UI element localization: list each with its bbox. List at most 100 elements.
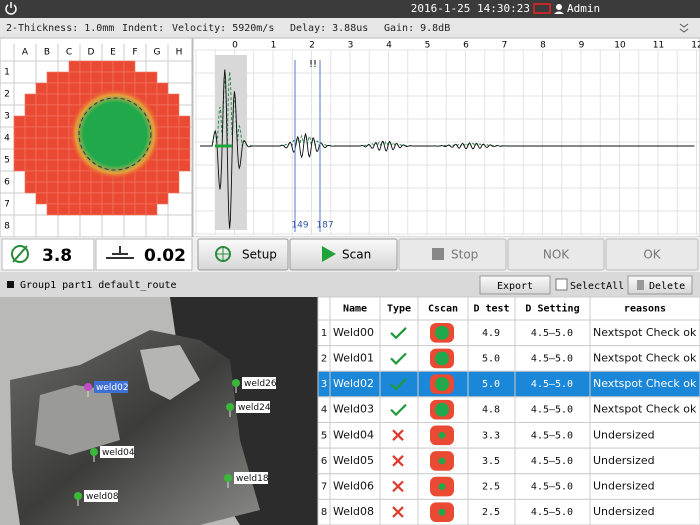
pin-label: weld24 <box>238 403 271 413</box>
pin-head[interactable] <box>74 492 82 500</box>
ok-button[interactable] <box>605 238 699 271</box>
table-row[interactable] <box>317 345 700 372</box>
table-row[interactable] <box>317 370 700 398</box>
cscan-column-label: B <box>44 48 50 58</box>
ascan-tick-label: 12 <box>691 41 700 51</box>
cscan-cell <box>35 82 48 95</box>
pin-head[interactable] <box>84 383 92 391</box>
cscan-cell <box>57 82 70 95</box>
scan-button[interactable] <box>289 238 398 271</box>
cscan-column-label: D <box>88 48 95 58</box>
ascan-tick-label: 6 <box>463 41 469 51</box>
pin-label: weld26 <box>244 379 277 389</box>
cscan-cell <box>134 192 147 205</box>
cscan-cell <box>46 170 59 183</box>
cscan-cell <box>145 170 158 183</box>
cscan-cell <box>79 181 92 194</box>
expand-chevron[interactable] <box>679 23 689 33</box>
cscan-cell <box>24 181 37 194</box>
d-setting: 4.5–5.0 <box>531 507 573 518</box>
cscan-cell <box>134 181 147 194</box>
d-setting: 4.5–5.0 <box>531 482 573 493</box>
pin-head[interactable] <box>232 379 240 387</box>
column-header: D Setting <box>525 303 579 315</box>
cscan-cell <box>46 82 59 95</box>
table-row[interactable] <box>317 422 700 449</box>
cscan-cell <box>35 148 48 161</box>
fail-icon <box>392 506 404 518</box>
pin-label-box <box>84 490 118 502</box>
export-button[interactable] <box>479 275 551 295</box>
ok-label: OK <box>643 248 661 262</box>
route-icon <box>7 281 14 288</box>
cscan-cell <box>156 170 169 183</box>
cscan-cell <box>24 159 37 172</box>
table-row[interactable] <box>317 447 700 475</box>
cscan-thumb-nugget <box>435 402 449 417</box>
d-setting: 4.5–5.0 <box>531 379 573 390</box>
reason: Nextspot Check ok <box>593 326 697 339</box>
cscan-thumb-nugget <box>435 351 449 366</box>
cscan-cell <box>156 93 169 106</box>
cscan-cell <box>156 82 169 95</box>
cscan-cell <box>156 159 169 172</box>
cscan-cell <box>79 82 92 95</box>
cscan-row-label: 6 <box>4 178 10 188</box>
cscan-cell <box>57 159 70 172</box>
cscan-column-label: H <box>176 48 183 58</box>
table-row[interactable] <box>317 396 700 423</box>
ascan-tick-label: 8 <box>540 41 546 51</box>
power-button[interactable] <box>5 2 17 15</box>
row-index: 7 <box>321 482 327 493</box>
delay: Delay: 3.88us <box>290 23 368 34</box>
cscan-cell <box>145 203 158 216</box>
ascan-tick-label: 5 <box>425 41 431 51</box>
cscan-cell <box>112 192 125 205</box>
table-row[interactable] <box>317 498 700 525</box>
row-index: 4 <box>321 405 327 416</box>
cscan-cell <box>79 71 92 84</box>
cscan-cell <box>101 181 114 194</box>
cscan-cell <box>46 93 59 106</box>
cscan-cell <box>68 203 81 216</box>
cscan-cell <box>112 71 125 84</box>
cscan-column-label: G <box>154 48 161 58</box>
cscan-cell <box>112 181 125 194</box>
pin-head[interactable] <box>226 403 234 411</box>
cscan-cell <box>145 82 158 95</box>
weld-name: Weld01 <box>333 351 374 364</box>
ascan-cursor-label: 149 <box>291 221 308 231</box>
cscan-cell <box>123 203 136 216</box>
column-header: reasons <box>624 304 666 315</box>
select-all-checkbox[interactable] <box>555 278 568 291</box>
cscan-cell <box>57 148 70 161</box>
row-index: 2 <box>321 353 327 364</box>
cscan-cell <box>35 181 48 194</box>
d-test: 3.5 <box>482 456 500 467</box>
cscan-cell <box>46 203 59 216</box>
weld-name: Weld02 <box>333 377 374 390</box>
weld-name: Weld06 <box>333 480 374 493</box>
cscan-cell <box>90 181 103 194</box>
cscan-column-label: C <box>66 48 72 58</box>
cscan-cell <box>68 82 81 95</box>
ascan-tick-label: 2 <box>309 41 315 51</box>
table-row[interactable] <box>317 319 700 347</box>
nok-button[interactable] <box>507 238 605 271</box>
pin-head[interactable] <box>224 474 232 482</box>
cscan-column-label: E <box>110 48 116 58</box>
pin-head[interactable] <box>90 448 98 456</box>
cscan-cell <box>24 170 37 183</box>
cscan-cell <box>101 71 114 84</box>
export-label: Export <box>497 281 533 292</box>
cscan-cell <box>46 137 59 150</box>
ascan-tick-label: 0 <box>232 41 238 51</box>
cscan-cell <box>112 60 125 73</box>
cscan-cell <box>167 93 180 106</box>
cscan-cell <box>46 104 59 117</box>
ascan-waveform <box>200 69 695 229</box>
cscan-cell <box>178 115 191 128</box>
cscan-cell <box>57 93 70 106</box>
stop-button[interactable] <box>398 238 507 271</box>
cscan-cell <box>167 104 180 117</box>
